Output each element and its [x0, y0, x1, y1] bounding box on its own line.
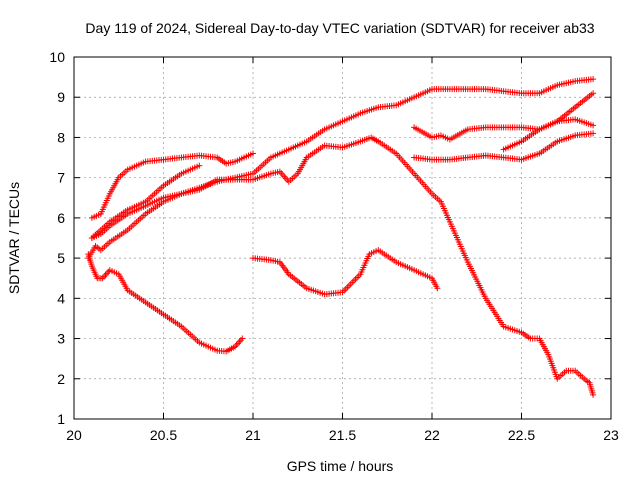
y-tick-label: 4 [57, 290, 65, 306]
y-tick-label: 9 [57, 89, 65, 105]
x-tick-label: 22.5 [508, 427, 535, 443]
y-tick-label: 6 [57, 210, 65, 226]
y-tick-label: 8 [57, 129, 65, 145]
data-point [590, 90, 597, 97]
x-tick-label: 21.5 [329, 427, 356, 443]
y-tick-label: 10 [49, 49, 65, 65]
y-axis-label: SDTVAR / TECUs [6, 182, 22, 294]
x-axis-label: GPS time / hours [287, 458, 394, 474]
y-tick-label: 3 [57, 331, 65, 347]
x-tick-label: 20.5 [150, 427, 177, 443]
series-track-2 [85, 134, 597, 398]
x-tick-label: 23 [603, 427, 619, 443]
data-point [590, 76, 597, 83]
y-tick-label: 2 [57, 371, 65, 387]
data-point [590, 122, 597, 129]
x-tick-label: 22 [424, 427, 440, 443]
series-track-7 [411, 116, 597, 143]
chart-title: Day 119 of 2024, Sidereal Day-to-day VTE… [85, 20, 594, 36]
y-tick-label: 7 [57, 170, 65, 186]
series-track-1 [85, 251, 246, 355]
series-track-3 [88, 76, 597, 241]
data-point [239, 335, 246, 342]
series-track-8 [411, 130, 597, 163]
y-tick-label: 1 [57, 411, 65, 427]
data-point [250, 150, 256, 157]
series-track-6 [250, 247, 441, 298]
data-point [196, 162, 203, 169]
grid-lines [74, 57, 611, 419]
series-track-5 [88, 162, 203, 241]
axis-ticks [73, 56, 612, 420]
data-marks [85, 76, 597, 398]
series-track-9 [500, 90, 597, 153]
x-tick-label: 21 [245, 427, 261, 443]
data-point [434, 285, 441, 292]
data-point [590, 130, 597, 137]
series-track-4 [88, 150, 256, 221]
y-tick-label: 5 [57, 250, 65, 266]
data-point [590, 391, 597, 398]
x-tick-label: 20 [66, 427, 82, 443]
